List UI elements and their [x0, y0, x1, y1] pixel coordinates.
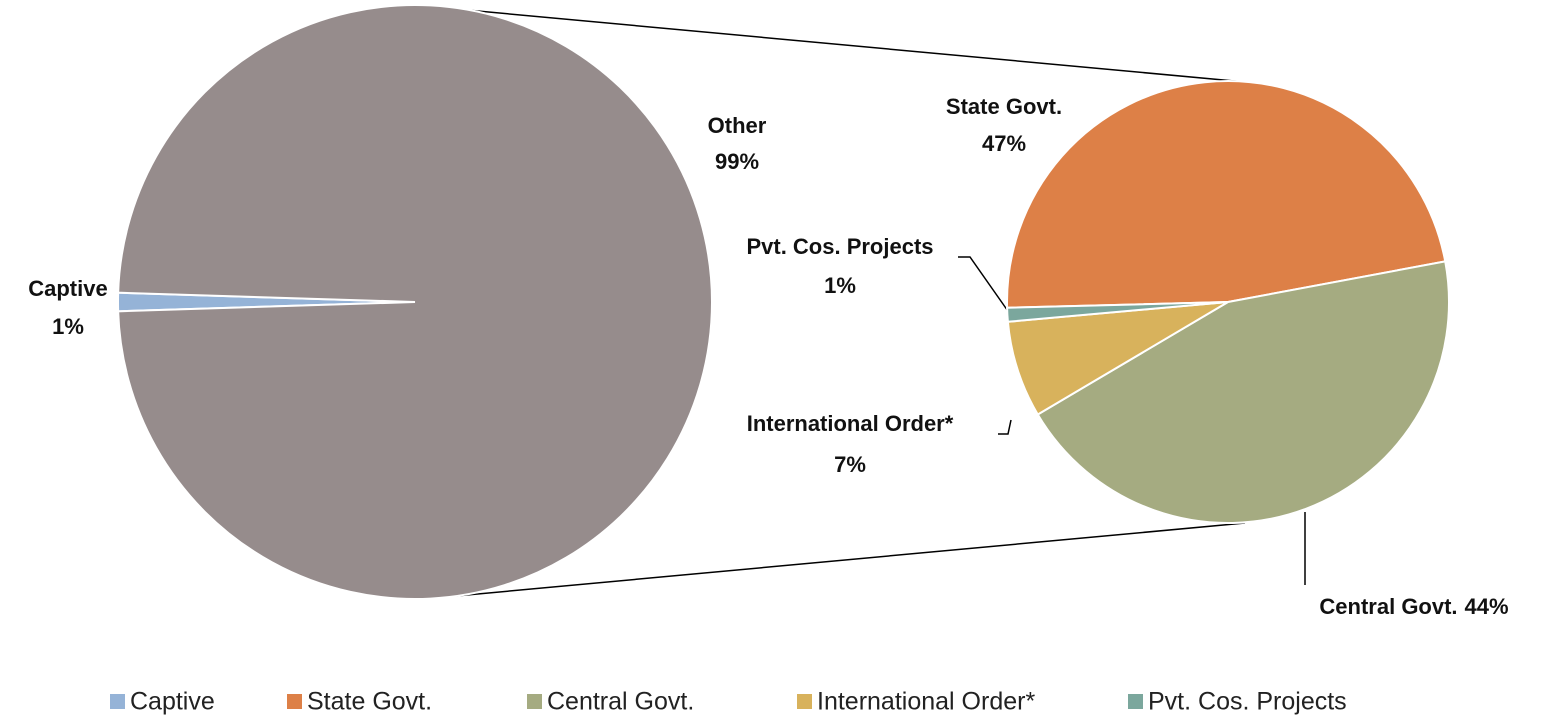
legend-label: International Order*: [817, 688, 1035, 716]
slice-label-value: 1%: [52, 314, 84, 339]
legend-label: Pvt. Cos. Projects: [1148, 688, 1347, 716]
legend-swatch: [527, 694, 542, 709]
pie-slice: [1036, 260, 1450, 524]
slice-label-value: 99%: [715, 149, 759, 174]
legend-label: State Govt.: [307, 688, 432, 716]
slice-label-name: International Order*: [747, 411, 954, 436]
slice-label-name: Pvt. Cos. Projects: [746, 234, 933, 259]
slice-label-name: Captive: [28, 276, 107, 301]
legend-swatch: [797, 694, 812, 709]
slice-label-value: 1%: [824, 273, 856, 298]
legend-swatch: [110, 694, 125, 709]
slice-label-name: State Govt.: [946, 94, 1062, 119]
pie-slice: [117, 4, 713, 600]
connector-line: [444, 7, 1246, 83]
legend-label: Central Govt.: [547, 688, 694, 716]
pie-slice: [1006, 79, 1447, 309]
leader-line: [998, 419, 1012, 435]
connector-line: [444, 522, 1246, 598]
slice-label: Central Govt. 44%: [1319, 594, 1508, 619]
pie-slice: [1006, 301, 1229, 323]
legend-swatch: [287, 694, 302, 709]
slice-label-name: Other: [708, 113, 767, 138]
slice-label-value: 7%: [834, 452, 866, 477]
legend-swatch: [1128, 694, 1143, 709]
slice-label-value: 44%: [1465, 594, 1509, 619]
slice-label-value: 47%: [982, 131, 1026, 156]
slice-label-name: Central Govt.: [1319, 594, 1457, 619]
legend-label: Captive: [130, 688, 215, 716]
leader-line: [958, 256, 1011, 315]
